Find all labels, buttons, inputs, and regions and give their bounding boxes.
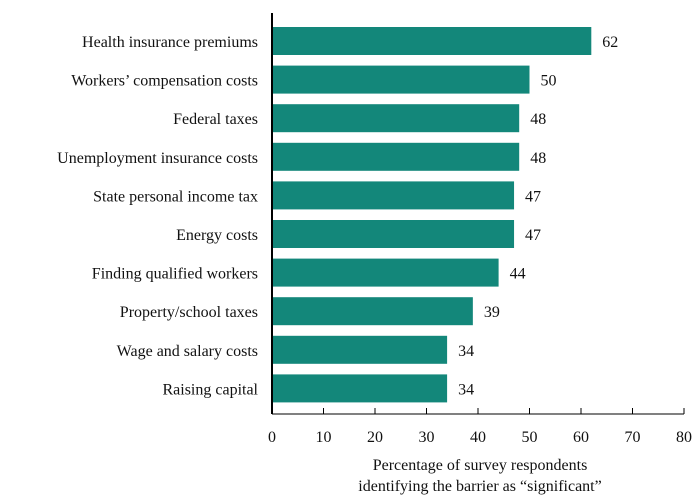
bar-state-personal-income-tax [272, 181, 515, 210]
x-axis-title-line-2: identifying the barrier as “significant” [358, 478, 601, 495]
x-tick-label-20: 20 [367, 429, 383, 446]
category-label-health-insurance-premiums: Health insurance premiums [82, 34, 258, 51]
value-labels-group: 62 50 48 48 47 47 44 39 34 34 [458, 34, 618, 398]
x-tick-label-60: 60 [573, 429, 589, 446]
bar-wage-and-salary-costs [272, 335, 448, 364]
bar-property-school-taxes [272, 297, 473, 326]
x-tick-label-70: 70 [625, 429, 641, 446]
bar-energy-costs [272, 220, 515, 248]
category-label-energy-costs: Energy costs [176, 227, 258, 244]
value-label-federal-taxes: 48 [530, 111, 546, 128]
x-ticks-group [271, 408, 685, 414]
bar-federal-taxes [272, 104, 520, 133]
value-label-state-personal-income-tax: 47 [525, 188, 541, 205]
x-tick-label-10: 10 [316, 429, 332, 446]
category-label-workers-compensation-costs: Workers’ compensation costs [71, 73, 258, 90]
value-label-health-insurance-premiums: 62 [602, 34, 618, 51]
value-label-property-school-taxes: 39 [484, 304, 500, 321]
x-tick-label-50: 50 [522, 429, 538, 446]
value-label-raising-capital: 34 [458, 381, 474, 398]
category-label-wage-and-salary-costs: Wage and salary costs [117, 343, 258, 360]
bars-group [272, 27, 592, 403]
bar-raising-capital [272, 374, 448, 403]
bar-unemployment-insurance-costs [272, 142, 520, 171]
bar-finding-qualified-workers [272, 258, 499, 287]
category-label-unemployment-insurance-costs: Unemployment insurance costs [57, 150, 258, 167]
value-label-unemployment-insurance-costs: 48 [530, 150, 546, 167]
category-label-raising-capital: Raising capital [162, 381, 258, 398]
x-tick-label-80: 80 [676, 429, 692, 446]
x-tick-label-0: 0 [268, 429, 276, 446]
category-label-federal-taxes: Federal taxes [173, 111, 258, 128]
bar-health-insurance-premiums [272, 27, 592, 55]
category-label-property-school-taxes: Property/school taxes [120, 304, 258, 321]
x-tick-label-40: 40 [470, 429, 486, 446]
bar-workers-compensation-costs [272, 65, 530, 94]
x-tick-labels-group: 0 10 20 30 40 50 60 70 80 [268, 429, 692, 446]
category-labels-group: Health insurance premiums Workers’ compen… [57, 34, 258, 398]
category-label-finding-qualified-workers: Finding qualified workers [92, 266, 258, 283]
value-label-wage-and-salary-costs: 34 [458, 343, 474, 360]
value-label-finding-qualified-workers: 44 [510, 266, 526, 283]
value-label-energy-costs: 47 [525, 227, 541, 244]
x-tick-label-30: 30 [419, 429, 435, 446]
category-label-state-personal-income-tax: State personal income tax [93, 188, 258, 205]
x-axis-title-line-1: Percentage of survey respondents [373, 457, 588, 474]
value-label-workers-compensation-costs: 50 [541, 73, 557, 90]
